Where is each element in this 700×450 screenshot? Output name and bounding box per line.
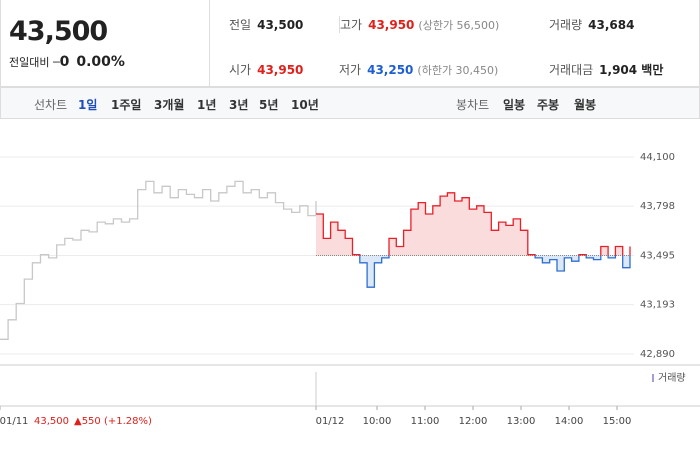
x-tick-label: 01/12 [316, 416, 345, 427]
period-tab[interactable]: 5년 [259, 98, 279, 112]
volume-label: 거래량 [658, 372, 686, 384]
stat-label: 저가 [339, 63, 362, 77]
period-tabs: 선차트 1일 1주일 3개월 1년 3년 5년 10년 봉차트 일봉 주봉 월봉 [0, 87, 700, 119]
x-tick-label: 14:00 [555, 416, 584, 427]
x-tick-label: 12:00 [459, 416, 488, 427]
up-area [316, 192, 630, 256]
x-tick-label: 01/11 [0, 416, 28, 427]
y-tick-label: 43,798 [640, 201, 675, 212]
y-tick-label: 44,100 [640, 152, 675, 163]
change-label: 전일대비 [9, 56, 50, 69]
tab-group-label: 봉차트 [456, 98, 490, 112]
stat-value: 43,500 [257, 18, 304, 32]
prev-close-label: 43,500 [34, 416, 69, 427]
change-rate: 0.00% [76, 54, 125, 70]
y-tick-label: 42,890 [640, 349, 675, 360]
tab-group-label: 선차트 [34, 98, 68, 112]
prev-change-label: ▲550 (+1.28%) [74, 416, 152, 427]
stat: 시가 43,950 [229, 61, 303, 78]
period-tab[interactable]: 1일 [78, 98, 98, 112]
price-line-up [316, 192, 631, 256]
volume-legend-icon [652, 374, 654, 382]
price-line-down [359, 255, 631, 288]
stat: 전일 43,500 [229, 16, 303, 33]
stat-label: 고가 [340, 18, 363, 32]
x-tick-label: 15:00 [603, 416, 632, 427]
period-tab[interactable]: 3개월 [154, 98, 185, 112]
candle-tab[interactable]: 월봉 [574, 98, 597, 112]
stat-note: (하한가 30,450) [417, 64, 499, 77]
stat-label: 시가 [229, 63, 252, 77]
y-tick-label: 43,495 [640, 251, 675, 262]
period-tab[interactable]: 3년 [229, 98, 249, 112]
flat-icon: ━ [52, 56, 60, 69]
stat-value: 43,250 [367, 63, 414, 77]
period-tab[interactable]: 10년 [291, 98, 319, 112]
candle-tab[interactable]: 주봉 [537, 98, 560, 112]
period-tab[interactable]: 1년 [197, 98, 217, 112]
x-tick-label: 11:00 [411, 416, 440, 427]
stat-note: (상한가 56,500) [418, 19, 500, 32]
quote-header: 43,500 전일대비 ━0 0.00% 전일 43,500 고가 43,950 (상… [0, 0, 700, 87]
price-line [0, 180, 317, 340]
stat: 저가 43,250 (하한가 30,450) [339, 61, 498, 78]
change: 전일대비 ━0 0.00% [9, 54, 125, 70]
stat-label: 거래량 [549, 18, 583, 32]
y-tick-label: 43,193 [640, 300, 675, 311]
stat-label: 전일 [229, 18, 252, 32]
stat-value: 1,904 백만 [599, 63, 664, 77]
period-tab[interactable]: 1주일 [111, 98, 142, 112]
change-value: 0 [59, 54, 70, 70]
price-box: 43,500 전일대비 ━0 0.00% [1, 0, 210, 86]
stat: 거래대금 1,904 백만 [549, 61, 663, 78]
stat-value: 43,950 [368, 18, 415, 32]
x-tick-label: 10:00 [363, 416, 392, 427]
down-area [316, 255, 630, 288]
candle-tab[interactable]: 일봉 [503, 98, 526, 112]
stat-value: 43,950 [257, 63, 304, 77]
stat-label: 거래대금 [549, 63, 594, 77]
x-tick-label: 13:00 [507, 416, 536, 427]
stat: 거래량 43,684 [549, 16, 634, 33]
stat-value: 43,684 [588, 18, 635, 32]
price: 43,500 [9, 16, 108, 47]
stat: 고가 43,950 (상한가 56,500) [339, 16, 499, 33]
